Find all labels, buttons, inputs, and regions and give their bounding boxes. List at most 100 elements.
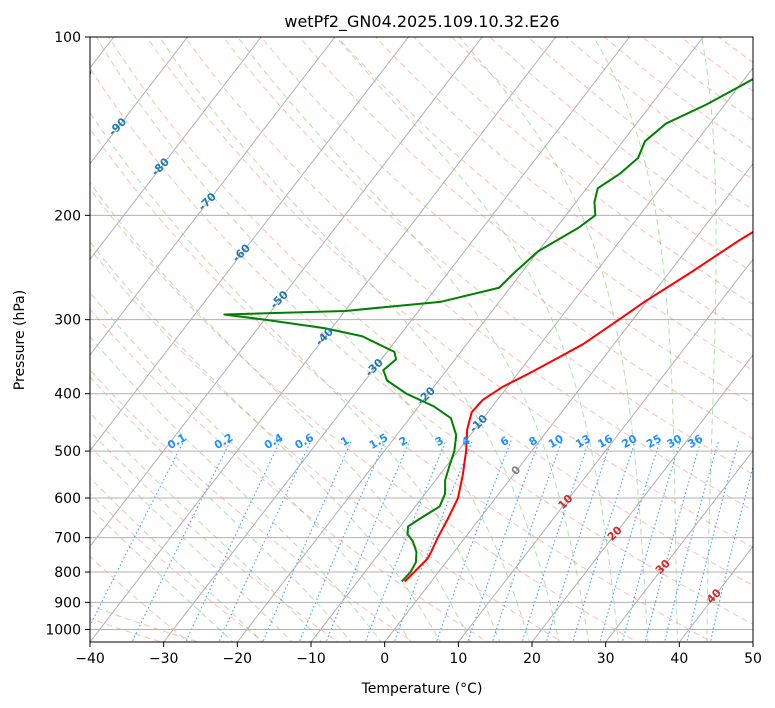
y-tick-label: 900: [54, 595, 81, 611]
dry-adiabat: [717, 37, 753, 64]
inplot-labels: -100-90-80-70-60-50-40-30-20-100.1 0.2 0.4…: [66, 65, 724, 607]
dry-adiabat: [90, 492, 265, 642]
dry-adiabat: [146, 37, 753, 549]
mixing-ratio-label: 36: [685, 432, 705, 451]
y-tick-label: 100: [54, 30, 81, 46]
x-axis: −40 −30 −20 −10 0 10 20 30 40 50: [75, 642, 762, 667]
isotherm-line: [310, 67, 753, 642]
y-tick-label: 300: [54, 313, 81, 329]
mixing-ratio-line: [325, 440, 411, 642]
y-tick-label: 700: [54, 531, 81, 547]
mixing-ratio-label: 3: [433, 434, 446, 449]
profiles: [223, 77, 753, 583]
isotherm-line: [90, 37, 483, 548]
moist-adiabat: [90, 376, 352, 642]
mixing-ratio-label: 1.5: [367, 431, 390, 452]
mixing-ratio-label: 10: [546, 432, 566, 451]
moist-adiabat: [90, 477, 264, 642]
mixing-ratio-label: 0.4: [262, 431, 286, 452]
y-tick-label: 800: [54, 565, 81, 581]
dry-adiabat: [451, 37, 753, 273]
isotherm-line: [90, 37, 409, 452]
x-tick-label: 30: [597, 651, 615, 667]
mixing-ratio-line: [185, 440, 281, 642]
x-tick-label: −20: [223, 651, 253, 667]
dry-adiabat: [298, 37, 753, 405]
mixing-ratio-line: [90, 440, 185, 627]
y-tick-label: 400: [54, 387, 81, 403]
isotherm-label: -50: [268, 288, 291, 311]
isotherm-label: -90: [106, 115, 129, 138]
isotherm-line: [384, 162, 753, 642]
dry-adiabat: [90, 308, 489, 642]
temperature-profile: [404, 230, 753, 583]
mixing-ratio-line: [218, 440, 312, 642]
isotherm-line: [531, 354, 753, 642]
dry-adiabat: [90, 555, 190, 642]
y-axis-label: Pressure (hPa): [12, 290, 28, 390]
y-tick-label: 600: [54, 491, 81, 507]
moist-adiabat: [95, 37, 530, 642]
dry-adiabat: [90, 248, 564, 642]
mixing-ratio-label: 1: [338, 434, 351, 449]
isotherm-line: [90, 37, 188, 165]
mixing-ratio-line: [393, 440, 473, 642]
x-tick-label: −10: [296, 651, 326, 667]
isotherm-label: -30: [363, 356, 386, 379]
mixing-ratio-label: 16: [595, 432, 615, 451]
isotherm-line: [90, 37, 557, 642]
moist-adiabat: [90, 445, 293, 642]
mixing-ratio-line: [709, 464, 753, 642]
mixing-ratio-label: 6: [498, 434, 511, 449]
isotherm-line: [236, 37, 704, 642]
mixing-ratio-line: [491, 440, 563, 642]
x-tick-label: 50: [744, 651, 762, 667]
isotherm-label: -40: [313, 325, 336, 348]
mixing-ratio-line: [621, 440, 681, 642]
isotherm-label: -60: [230, 241, 253, 264]
moist-adiabat: [237, 37, 590, 642]
y-tick-label: 200: [54, 208, 81, 224]
isotherm-line: [457, 258, 753, 642]
moist-adiabat: [90, 241, 441, 642]
isotherm-label: -100: [66, 65, 95, 94]
mixing-ratio-label: 2: [397, 434, 410, 449]
mixing-ratio-line: [664, 440, 720, 642]
dry-adiabat: [90, 67, 753, 625]
mixing-ratio-line: [466, 440, 540, 642]
dry-adiabat: [565, 37, 753, 181]
isotherm-line: [90, 37, 262, 261]
isotherm-label: -20: [415, 384, 438, 407]
dry-adiabat: [374, 37, 753, 338]
x-tick-label: −40: [75, 651, 105, 667]
mixing-ratio-line: [545, 440, 612, 642]
isotherm-line: [163, 37, 630, 642]
isotherm-label: -70: [196, 190, 219, 213]
extra-curve: [90, 604, 201, 642]
x-tick-label: 40: [670, 651, 688, 667]
mixing-ratio-line: [686, 440, 740, 642]
mixing-ratio-label: 20: [620, 432, 640, 451]
mixing-ratio-label: 25: [644, 432, 664, 451]
chart-title: wetPf2_GN04.2025.109.10.32.E26: [284, 12, 559, 32]
isotherm-line: [605, 449, 753, 642]
dry-adiabat: [90, 127, 713, 642]
isotherm-line: [678, 545, 753, 642]
x-axis-label: Temperature (°C): [361, 681, 483, 697]
mixing-ratio-line: [364, 440, 447, 642]
dry-adiabat: [336, 37, 753, 371]
dry-adiabat: [527, 37, 753, 211]
plot-frame: [89, 36, 754, 643]
moist-adiabat: [335, 37, 619, 642]
background-lines: [90, 37, 753, 642]
warm-isotherm-label: 30: [653, 557, 673, 577]
mixing-ratio-line: [131, 440, 232, 642]
dewpoint-profile: [223, 77, 753, 583]
mixing-ratio-line: [644, 440, 702, 642]
isotherm-line: [90, 37, 336, 356]
y-tick-label: 1000: [45, 622, 81, 638]
dry-adiabat: [412, 37, 753, 305]
mixing-ratio-label: 13: [573, 432, 593, 451]
moist-adiabat: [90, 412, 323, 642]
